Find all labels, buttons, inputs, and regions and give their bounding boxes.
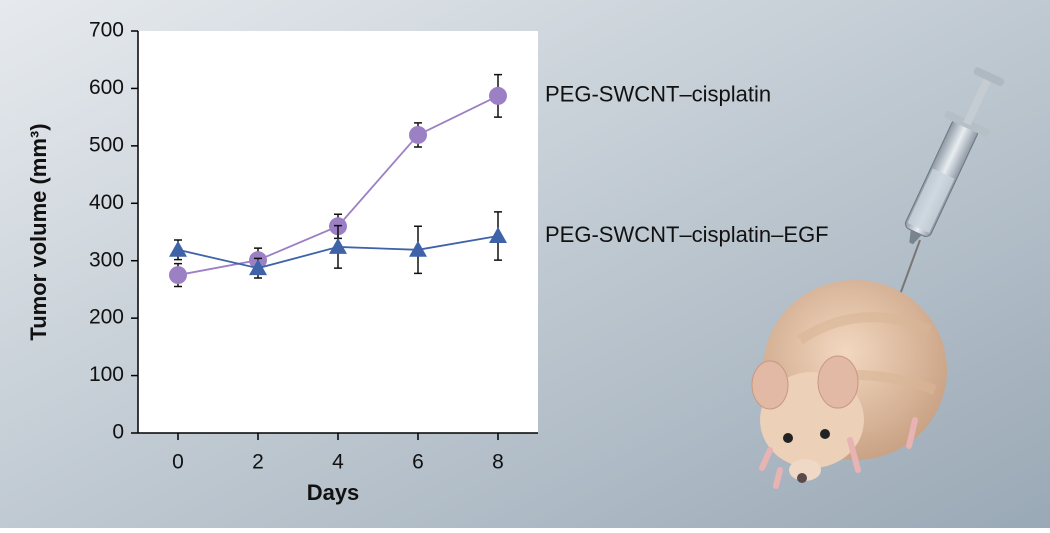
marker: [329, 237, 347, 254]
x-axis-title: Days: [307, 480, 360, 505]
marker: [169, 266, 187, 285]
marker: [409, 125, 427, 144]
x-tick-label: 8: [492, 451, 504, 474]
y-tick-label: 300: [89, 248, 124, 271]
y-tick-label: 600: [89, 76, 124, 99]
y-tick-label: 700: [89, 19, 124, 42]
y-tick-label: 500: [89, 133, 124, 156]
x-tick-label: 6: [412, 451, 424, 474]
marker: [489, 86, 507, 105]
legend-label: PEG-SWCNT–cisplatin: [545, 82, 771, 107]
y-tick-label: 400: [89, 191, 124, 214]
legend-label: PEG-SWCNT–cisplatin–EGF: [545, 222, 829, 247]
mouse-illustration: [751, 67, 1005, 489]
marker: [409, 240, 427, 257]
x-tick-label: 0: [172, 451, 184, 474]
marker: [489, 227, 507, 244]
marker: [249, 259, 267, 276]
marker: [169, 240, 187, 257]
y-tick-label: 100: [89, 363, 124, 386]
x-tick-label: 4: [332, 451, 344, 474]
y-axis-title: Tumor volume (mm³): [26, 123, 51, 340]
x-tick-label: 2: [252, 451, 264, 474]
y-tick-label: 200: [89, 306, 124, 329]
y-tick-label: 0: [112, 421, 124, 444]
